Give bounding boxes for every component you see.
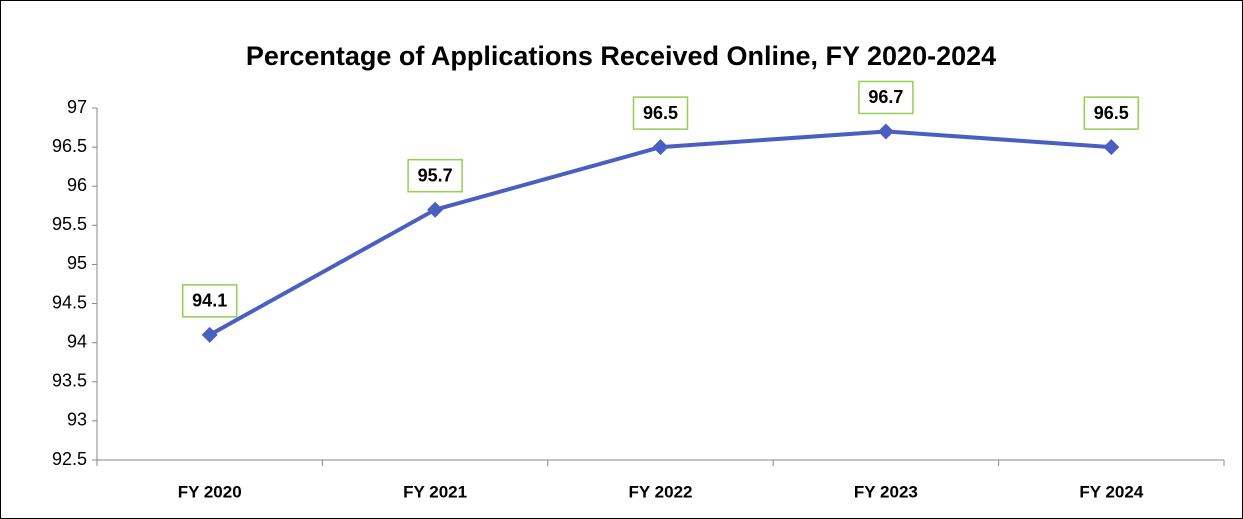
data-label: 96.5 bbox=[643, 103, 678, 123]
data-label: 95.7 bbox=[418, 165, 453, 185]
data-label-box bbox=[181, 284, 238, 318]
y-tick-label: 94.5 bbox=[52, 292, 87, 312]
data-label: 96.5 bbox=[1094, 103, 1129, 123]
x-tick-label: FY 2021 bbox=[403, 482, 467, 501]
y-tick-label: 93 bbox=[67, 410, 87, 430]
marker bbox=[652, 139, 669, 156]
marker bbox=[877, 123, 894, 140]
data-label-box bbox=[632, 96, 689, 130]
x-tick-label: FY 2024 bbox=[1079, 482, 1144, 501]
y-tick-label: 95 bbox=[67, 253, 87, 273]
y-tick-label: 92.5 bbox=[52, 449, 87, 469]
marker bbox=[1103, 139, 1120, 156]
y-tick-label: 97 bbox=[67, 97, 87, 117]
x-tick-label: FY 2022 bbox=[629, 482, 693, 501]
y-tick-label: 96 bbox=[67, 175, 87, 195]
data-label-box bbox=[1083, 96, 1140, 130]
y-tick-label: 95.5 bbox=[52, 214, 87, 234]
marker bbox=[427, 201, 444, 218]
chart-title: Percentage of Applications Received Onli… bbox=[246, 41, 996, 71]
data-label: 96.7 bbox=[868, 87, 903, 107]
data-label-box bbox=[858, 80, 914, 115]
y-tick-label: 96.5 bbox=[52, 136, 87, 156]
data-label: 94.1 bbox=[192, 291, 227, 311]
x-tick-label: FY 2023 bbox=[854, 482, 918, 501]
x-tick-label: FY 2020 bbox=[178, 482, 242, 501]
y-tick-label: 94 bbox=[67, 331, 87, 351]
data-label-box bbox=[407, 158, 463, 193]
y-tick-label: 93.5 bbox=[52, 371, 87, 391]
marker bbox=[201, 326, 218, 343]
